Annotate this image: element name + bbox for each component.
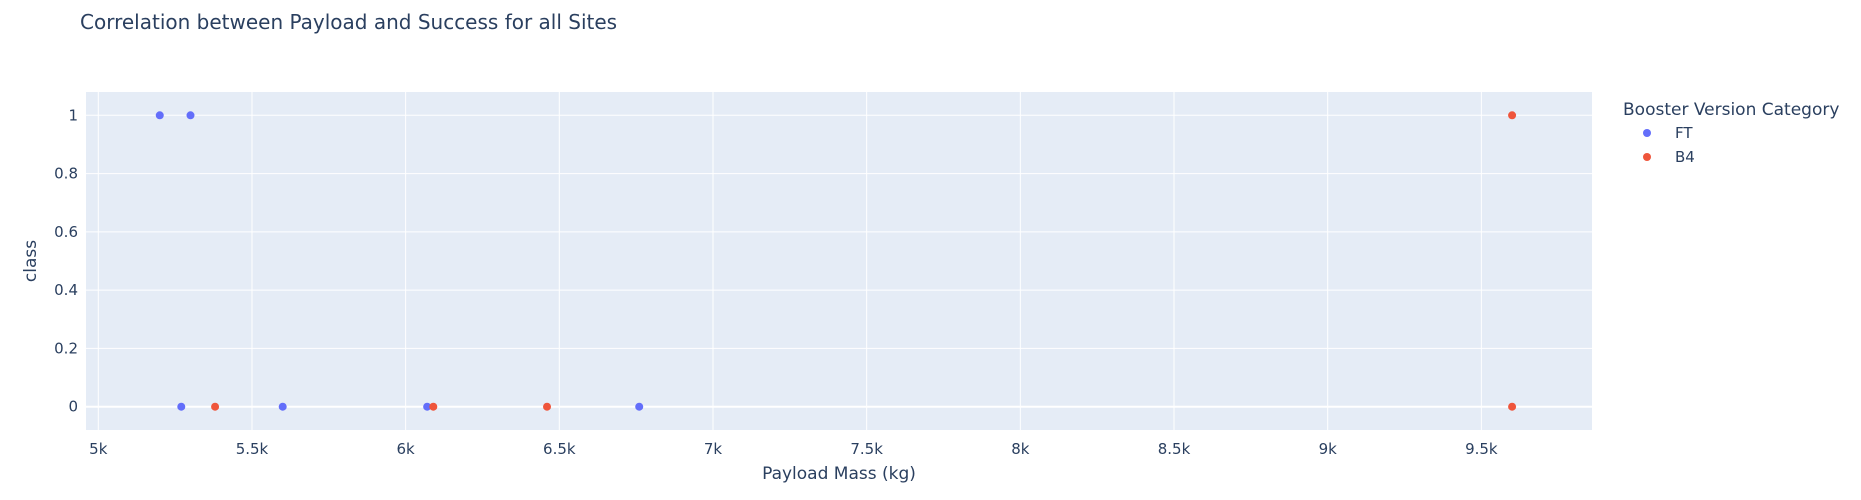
x-tick-label: 7.5k [850,440,883,458]
x-tick-label: 8.5k [1158,440,1191,458]
y-tick-label: 0.2 [54,339,78,357]
x-tick-label: 8k [1011,440,1030,458]
data-point-ft[interactable] [278,402,287,411]
data-point-ft[interactable] [423,402,432,411]
y-axis-ticks: 0 0.2 0.4 0.6 0.8 1 [54,106,78,415]
y-tick-label: 0.8 [54,165,78,183]
chart-title: Correlation between Payload and Success … [80,10,617,34]
data-point-b4[interactable] [1508,402,1517,411]
legend-marker-b4 [1643,153,1651,161]
y-tick-label: 0.4 [54,281,78,299]
data-point-b4[interactable] [1508,111,1517,120]
y-axis-title: class [21,240,41,282]
legend[interactable]: Booster Version Category FT B4 [1623,100,1839,166]
data-point-b4[interactable] [429,402,438,411]
x-tick-label: 9.5k [1465,440,1498,458]
x-tick-label: 9k [1319,440,1338,458]
legend-title: Booster Version Category [1623,100,1839,120]
data-points [155,111,1517,411]
data-point-b4[interactable] [543,402,552,411]
gridlines [86,92,1592,430]
data-point-ft[interactable] [186,111,195,120]
x-tick-label: 6k [397,440,416,458]
data-point-ft[interactable] [155,111,164,120]
x-tick-label: 6.5k [543,440,576,458]
data-point-b4[interactable] [211,402,220,411]
y-tick-label: 1 [68,106,78,124]
plot-area [86,92,1592,430]
data-point-ft[interactable] [635,402,644,411]
legend-item-ft[interactable]: FT [1675,124,1693,142]
legend-item-b4[interactable]: B4 [1675,148,1695,166]
y-tick-label: 0 [68,398,78,416]
y-tick-label: 0.6 [54,223,78,241]
x-axis-title: Payload Mass (kg) [762,464,916,484]
legend-marker-ft [1643,129,1651,137]
data-point-ft[interactable] [177,402,186,411]
x-tick-label: 7k [704,440,723,458]
x-tick-label: 5.5k [236,440,269,458]
x-axis-ticks: 5k 5.5k 6k 6.5k 7k 7.5k 8k 8.5k 9k 9.5k [89,440,1498,458]
x-tick-label: 5k [89,440,108,458]
